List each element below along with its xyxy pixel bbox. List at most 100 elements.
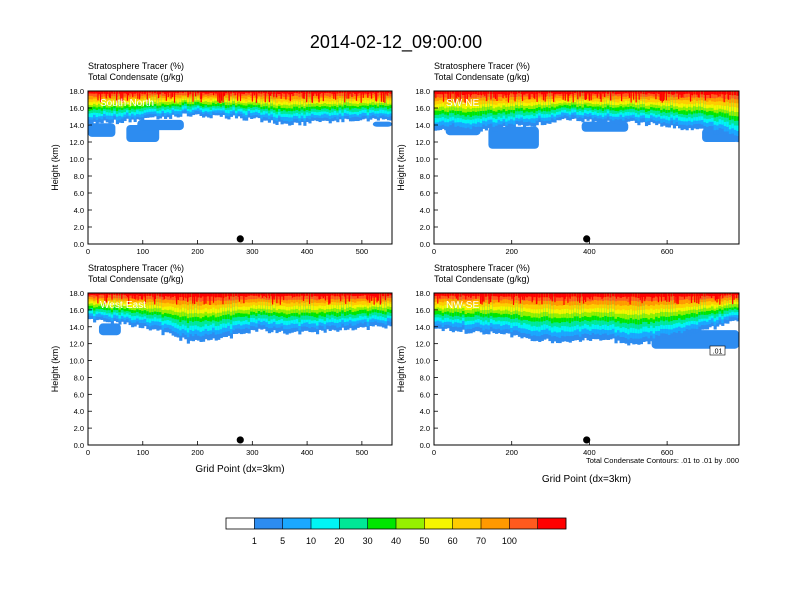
x-axis-label: Grid Point (dx=3km) <box>542 474 631 485</box>
panel-header: Total Condensate (g/kg) <box>88 274 184 284</box>
x-tick-label: 400 <box>301 247 314 256</box>
colorbar-tick-label: 10 <box>306 536 316 546</box>
location-marker <box>236 235 244 243</box>
colorbar-swatch <box>226 518 255 529</box>
colorbar-swatch <box>254 518 283 529</box>
x-tick-label: 600 <box>661 247 674 256</box>
plot-area <box>434 293 739 349</box>
y-tick-label: 12.0 <box>415 340 430 349</box>
x-tick-label: 0 <box>432 247 436 256</box>
y-tick-label: 18.0 <box>415 289 430 298</box>
y-tick-label: 14.0 <box>415 121 430 130</box>
tracer-patch <box>98 323 121 336</box>
colorbar-tick-label: 40 <box>391 536 401 546</box>
colorbar-swatch <box>339 518 368 529</box>
colorbar-tick-label: 100 <box>502 536 517 546</box>
panel-label: West-East <box>100 300 146 311</box>
y-tick-label: 18.0 <box>69 87 84 96</box>
x-tick-label: 300 <box>246 448 259 457</box>
y-tick-label: 14.0 <box>69 121 84 130</box>
panel-header: Stratosphere Tracer (%) <box>88 61 184 71</box>
y-tick-label: 0.0 <box>420 441 430 450</box>
tracer-patch <box>488 126 539 149</box>
y-tick-label: 0.0 <box>74 441 84 450</box>
y-tick-label: 14.0 <box>415 323 430 332</box>
colorbar-swatch <box>424 518 453 529</box>
contour-label: .01 <box>709 345 726 356</box>
y-tick-label: 6.0 <box>74 390 84 399</box>
y-tick-label: 18.0 <box>415 87 430 96</box>
y-tick-label: 10.0 <box>415 155 430 164</box>
panel-header: Total Condensate (g/kg) <box>434 274 530 284</box>
y-tick-label: 4.0 <box>74 407 84 416</box>
location-marker <box>583 436 591 444</box>
plot-area <box>88 91 392 142</box>
y-tick-label: 0.0 <box>74 240 84 249</box>
colorbar-swatch <box>537 518 567 529</box>
y-tick-label: 16.0 <box>69 306 84 315</box>
colorbar-tick-label: 60 <box>448 536 458 546</box>
colorbar-swatch <box>509 518 538 529</box>
y-tick-label: 16.0 <box>69 104 84 113</box>
panel-header: Stratosphere Tracer (%) <box>88 263 184 273</box>
x-tick-label: 500 <box>356 247 369 256</box>
contour-note: Total Condensate Contours: .01 to .01 by… <box>586 456 739 465</box>
panel-label: South-North <box>100 98 154 109</box>
y-tick-label: 8.0 <box>420 172 430 181</box>
x-tick-label: 100 <box>137 247 150 256</box>
x-tick-label: 200 <box>505 448 518 457</box>
tracer-patch <box>88 123 116 137</box>
y-tick-label: 12.0 <box>69 138 84 147</box>
y-tick-label: 8.0 <box>420 373 430 382</box>
colorbar-swatch <box>282 518 312 529</box>
panel-label: SW-NE <box>446 98 479 109</box>
y-tick-label: 4.0 <box>74 206 84 215</box>
y-axis-label: Height (km) <box>396 144 406 191</box>
y-tick-label: 10.0 <box>69 155 84 164</box>
x-tick-label: 600 <box>661 448 674 457</box>
y-tick-label: 12.0 <box>69 340 84 349</box>
panel-header: Total Condensate (g/kg) <box>88 72 184 82</box>
y-tick-label: 6.0 <box>420 390 430 399</box>
y-tick-label: 2.0 <box>74 223 84 232</box>
location-marker <box>236 436 244 444</box>
y-axis-label: Height (km) <box>50 346 60 393</box>
y-axis-label: Height (km) <box>396 346 406 393</box>
plot-frame <box>433 90 740 245</box>
panel-sw-ne: SW-NE Stratosphere Tracer (%)Total Conden… <box>396 61 740 256</box>
colorbar-swatch <box>481 518 510 529</box>
colorbar-tick-label: 30 <box>363 536 373 546</box>
y-tick-label: 16.0 <box>415 306 430 315</box>
colorbar: 1 5 10 20 30 40 50 60 70 100 <box>225 517 567 546</box>
plot-frame <box>87 292 393 446</box>
colorbar-swatch <box>452 518 482 529</box>
colorbar-swatch <box>311 518 340 529</box>
tracer-patch <box>137 119 184 131</box>
colorbar-tick-label: 1 <box>252 536 257 546</box>
y-tick-label: 0.0 <box>420 240 430 249</box>
tracer-patch <box>581 121 629 132</box>
panel-south-north: South-North Stratosphere Tracer (%)Total … <box>50 61 393 256</box>
x-tick-label: 0 <box>432 448 436 457</box>
colorbar-tick-label: 50 <box>419 536 429 546</box>
x-tick-label: 200 <box>191 247 204 256</box>
colorbar-tick-label: 70 <box>476 536 486 546</box>
x-tick-label: 500 <box>356 448 369 457</box>
y-tick-label: 2.0 <box>420 424 430 433</box>
x-tick-label: 100 <box>137 448 150 457</box>
x-tick-label: 200 <box>505 247 518 256</box>
location-marker <box>583 235 591 243</box>
figure-title: 2014-02-12_09:00:00 <box>309 32 483 52</box>
tracer-patch <box>372 121 392 127</box>
x-axis-label: Grid Point (dx=3km) <box>195 464 284 475</box>
plot-frame <box>433 292 740 446</box>
x-tick-label: 300 <box>246 247 259 256</box>
y-tick-label: 2.0 <box>420 223 430 232</box>
y-tick-label: 2.0 <box>74 424 84 433</box>
y-axis-label: Height (km) <box>50 144 60 191</box>
x-tick-label: 0 <box>86 448 90 457</box>
y-tick-label: 8.0 <box>74 172 84 181</box>
y-tick-label: 6.0 <box>420 189 430 198</box>
